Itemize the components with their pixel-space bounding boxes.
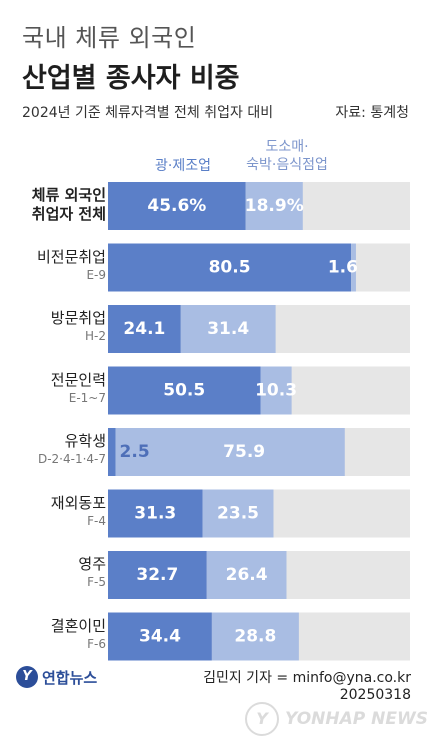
row-label-line1: 전문인력 [50,370,106,389]
watermark: Y YONHAP NEWS [245,702,428,736]
data-label-series2: 75.9 [223,442,265,462]
source-note: 자료: 통계청 [335,105,409,121]
bar-series2 [245,182,303,230]
row-label-line1: 비전문취업 [36,247,106,266]
bar-series2 [260,366,292,415]
data-label-series2: 23.5 [217,504,259,524]
row-label-line1: 체류 외국인 [31,186,106,204]
data-label-series2: 1.6 [328,258,358,278]
row-label-line2: H-2 [85,329,106,343]
bar-series2 [115,428,345,476]
row-label-line2: F-5 [87,575,106,589]
row-label-line1: 결혼이민 [50,616,106,635]
row-label: 전문인력 E-1~7 [8,371,106,407]
data-label-series1: 2.5 [120,442,150,462]
data-label-series2: 18.9% [245,196,304,216]
data-label-series2: 26.4 [226,565,268,585]
bar-series1 [108,243,352,292]
row-label: 영주 F-5 [8,555,106,591]
chart-subtitle: 2024년 기준 체류자격별 전체 취업자 대비 [22,105,274,121]
yonhap-logo-icon: Y [16,666,38,688]
row-label-line2: D-2·4-1·4-7 [37,452,106,466]
bar-series2 [211,612,299,661]
row-label-line1: 방문취업 [50,309,106,327]
row-label-line2: E-9 [86,267,106,282]
legend-series2: 도소매· 숙박·음식점업 [232,138,342,174]
row-label-line1: 영주 [78,555,106,573]
data-label-series2: 31.4 [207,319,249,339]
row-label: 체류 외국인 취업자 전체 [8,186,106,224]
legend-series1: 광·제조업 [155,158,211,174]
bar-series1 [108,428,116,476]
bar-series2 [202,489,274,538]
row-label: 비전문취업 E-9 [8,248,106,284]
row-label-line2: F-6 [87,636,106,651]
row-label: 결혼이민 F-6 [8,617,106,653]
row-label-line2: F-4 [87,513,106,528]
watermark-text: YONHAP NEWS [285,709,428,729]
bar-series1 [108,489,203,538]
data-label-series2: 10.3 [255,381,297,401]
row-label-line1: 재외동포 [50,493,106,512]
data-label-series1: 24.1 [123,319,165,339]
row-label-line2: 취업자 전체 [31,205,106,223]
bar-series1 [108,612,212,661]
legend-series2-line2: 숙박·음식점업 [246,157,328,173]
row-label-line1: 유학생 [64,432,106,450]
data-label-series1: 31.3 [134,504,176,524]
byline: 김민지 기자 = minfo@yna.co.kr [203,670,411,686]
data-label-series1: 34.4 [139,627,181,647]
row-label: 유학생 D-2·4-1·4-7 [8,432,106,468]
row-label: 방문취업 H-2 [8,309,106,345]
row-label-line2: E-1~7 [68,390,106,405]
data-label-series1: 32.7 [136,565,178,585]
bar-series1 [108,366,261,415]
data-label-series2: 28.8 [234,627,276,647]
chart-title-line2: 산업별 종사자 비중 [22,63,240,94]
bar-series2 [351,243,356,292]
watermark-icon: Y [245,702,279,736]
legend-series2-line1: 도소매· [265,139,309,155]
data-label-series1: 50.5 [163,381,205,401]
bar-series2 [180,305,276,353]
yonhap-logo: Y 연합뉴스 [16,666,97,688]
bar-series2 [206,551,287,599]
yonhap-logo-text: 연합뉴스 [42,668,98,687]
date-code: 20250318 [339,687,411,703]
row-label: 재외동포 F-4 [8,494,106,530]
data-label-series1: 80.5 [209,258,251,278]
bar-series1 [108,305,181,353]
data-label-series1: 45.6% [147,196,206,216]
chart-title-line1: 국내 체류 외국인 [22,24,197,52]
bar-series1 [108,551,207,599]
bar-series1 [108,182,246,230]
